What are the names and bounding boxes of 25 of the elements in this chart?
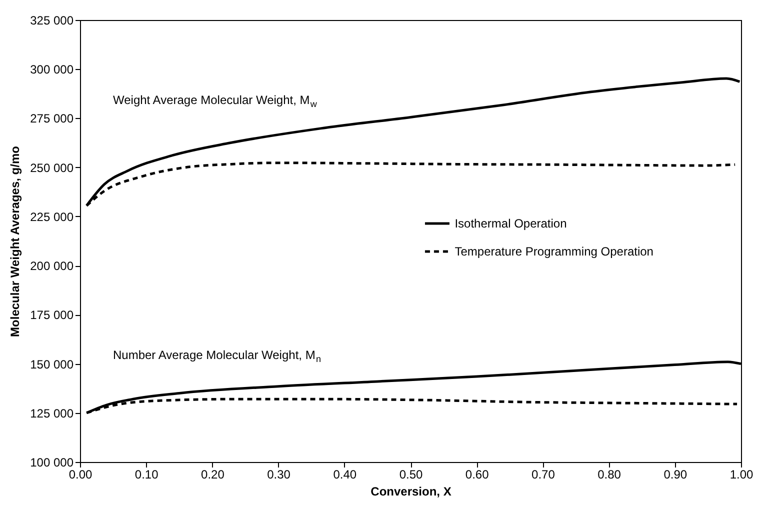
y-tick-label: 325 000	[30, 14, 74, 28]
y-tick-label: 200 000	[30, 259, 74, 274]
legend-label: Isothermal Operation	[454, 216, 567, 231]
x-tick-label: 0.10	[134, 468, 159, 482]
x-tick-label: 0.90	[664, 468, 688, 482]
x-axis-title: Conversion, X	[370, 484, 452, 498]
x-tick-label: 0.00	[68, 468, 92, 482]
y-tick-label: 125 000	[30, 406, 74, 420]
x-tick-label: 0.20	[201, 468, 225, 482]
y-tick-label: 175 000	[30, 308, 74, 322]
y-tick-label: 225 000	[30, 210, 74, 224]
x-tick-label: 0.50	[399, 468, 423, 482]
y-tick-label: 100 000	[30, 456, 74, 470]
x-tick-label: 0.30	[267, 468, 291, 482]
y-tick-label: 300 000	[30, 62, 74, 77]
y-tick-label: 250 000	[30, 160, 74, 175]
y-axis-title: Molecular Weight Averages, g/mo	[8, 146, 22, 337]
y-tick-label: 275 000	[30, 112, 74, 126]
x-tick-label: 0.70	[532, 468, 556, 482]
y-tick-label: 150 000	[30, 357, 74, 372]
x-tick-label: 0.40	[333, 468, 357, 482]
x-tick-label: 0.80	[598, 468, 622, 482]
x-tick-label: 1.00	[730, 468, 754, 482]
legend-label: Temperature Programming Operation	[454, 244, 654, 259]
x-tick-label: 0.60	[465, 468, 490, 482]
